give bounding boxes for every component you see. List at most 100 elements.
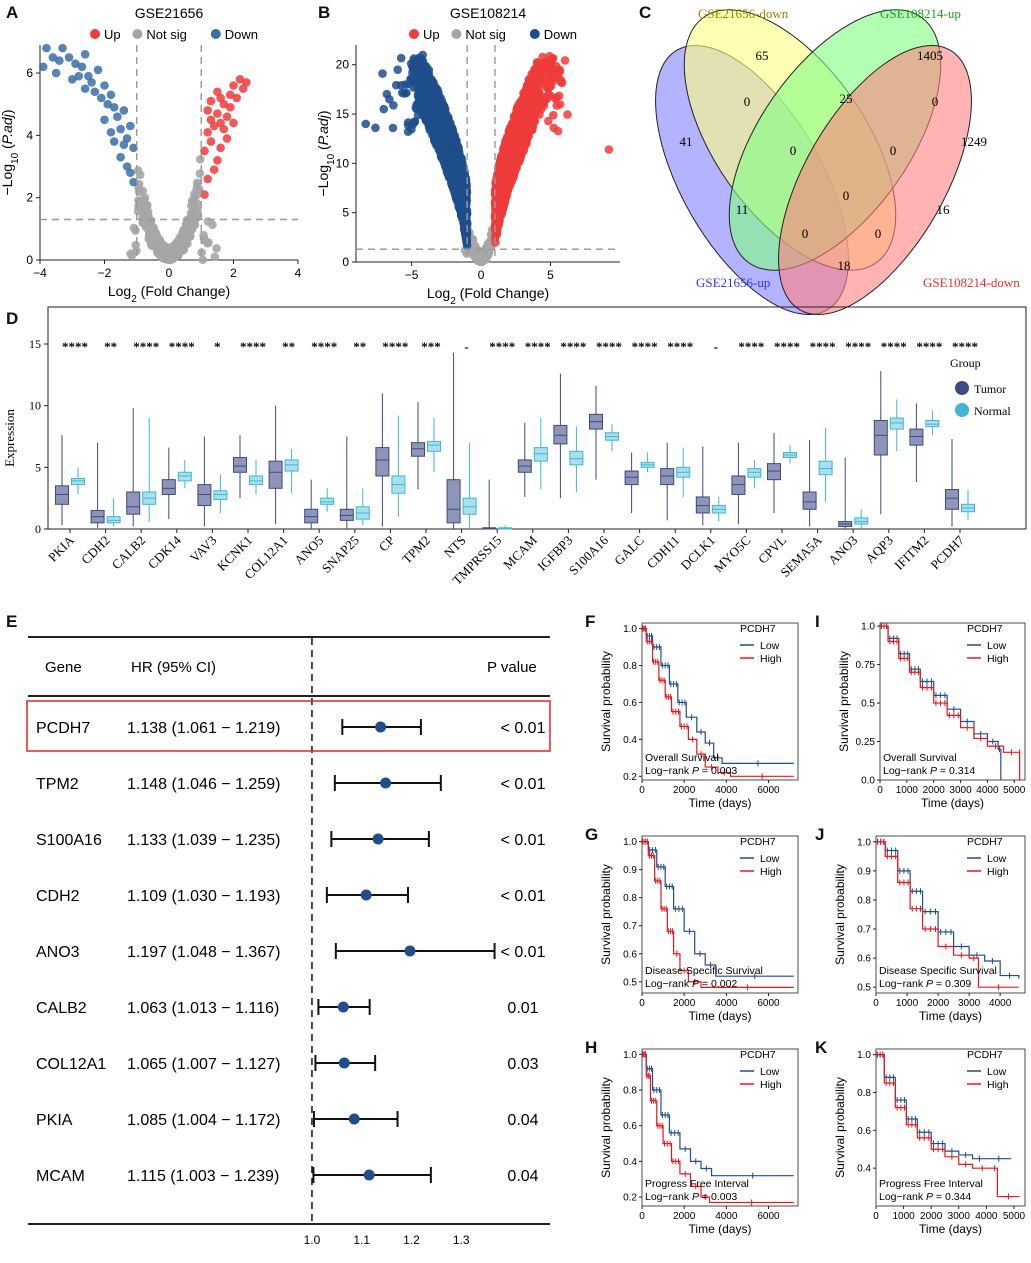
point-not-sig [126,249,135,259]
y-tick-label: 0.7 [623,921,637,932]
point-up [213,87,222,97]
annotation-logrank: Log−rank P = 0.003 [645,765,737,777]
box-normal [818,460,833,476]
point-not-sig [179,233,189,242]
point-down [421,116,431,126]
point-not-sig [203,217,213,226]
x-tick-label: 0 [478,268,485,282]
x-tick-label: −2 [98,266,112,280]
point-down [417,95,427,104]
x-tick-label: 5000 [1003,1211,1026,1222]
point-up [206,137,216,146]
y-axis-label: Survival probability [599,864,613,965]
point-up [554,91,564,101]
km-curve-high [642,1053,794,1204]
venn-count-down21656-down108214: 16 [937,202,951,217]
point-down [67,74,77,84]
annotation-logrank: Log−rank P = 0.314 [883,765,975,777]
significance-label: **** [667,339,693,354]
venn-label-gse21656-up: GSE21656-up [696,275,770,290]
y-tick-label: 0.8 [857,1088,871,1099]
hr-text: 1.085 (1.004 − 1.172) [127,1112,280,1129]
point-down [378,69,387,78]
hr-point [404,945,416,957]
venn-count-c3: 0 [843,188,850,203]
venn-count-up21656-up108214: 11 [736,202,749,217]
box-tumor [446,479,461,524]
box-tumor [375,447,390,477]
hr-point [380,777,392,789]
x-tick-label: 4000 [715,785,738,796]
point-down [48,53,58,62]
point-up [519,146,528,156]
venn-count-only-down21656: 65 [756,48,769,63]
legend-title: Group [950,356,981,370]
x-axis-label: Time (days) [919,1009,982,1023]
box-tumor [802,491,817,510]
significance-label: **** [810,339,836,354]
x-tick-label-mcam: MCAM [500,532,540,572]
y-tick-label: 0.8 [857,895,871,906]
venn-label-gse108214-down: GSE108214-down [923,275,1020,290]
x-tick-label: 1.1 [353,1233,370,1247]
box-normal [569,450,584,466]
expression-boxplot: 051015Expression****PKIA**CDH2****CALB2*… [2,306,1027,588]
x-tick-label: 0 [873,1211,879,1222]
y-tick-label: 0.75 [856,660,876,671]
y-tick-label: 0.6 [857,1126,871,1137]
x-tick-label-ano3: ANO3 [825,533,860,568]
y-tick-label: 0.8 [623,893,637,904]
hr-point [363,1169,375,1181]
point-down [361,119,371,129]
point-up [563,110,572,119]
point-down [38,62,48,72]
x-axis-label: Log2 (Fold Change) [427,285,549,307]
y-tick-label: 0.8 [623,661,637,672]
x-tick-label: 2000 [923,785,946,796]
km-curve-high [642,627,794,777]
point-down [77,62,87,72]
x-tick-label-tpm2: TPM2 [399,533,433,567]
point-up [229,81,238,90]
x-tick-label: 1000 [892,1211,915,1222]
plot-frame [641,835,799,994]
point-up [522,135,532,145]
gene-label-ano3: ANO3 [36,944,80,961]
x-tick-label: 2000 [920,1211,943,1222]
p-value: 0.01 [507,1000,538,1017]
legend-label-low: Low [987,853,1007,865]
x-tick-label-cdh11: CDH11 [643,533,682,572]
legend-label-low: Low [760,853,780,865]
x-tick-label: 1.2 [403,1233,420,1247]
point-not-sig [152,242,161,252]
y-tick-label: 5 [35,460,41,474]
point-down [414,87,423,97]
box-normal [284,459,299,472]
y-tick-label: 0.4 [623,735,637,746]
significance-label: **** [916,339,942,354]
point-up [499,144,508,154]
point-up [524,83,533,93]
box-normal [71,477,85,486]
significance-label: ** [282,339,295,354]
x-tick-label: 3000 [948,1211,971,1222]
y-axis-label: −Log10 (P.adj) [315,110,337,196]
p-value: < 0.01 [501,776,546,793]
point-up [206,115,216,125]
point-not-sig [142,202,152,211]
x-tick-label: −5 [405,268,419,282]
x-tick-label-snap25: SNAP25 [319,533,362,576]
significance-label: **** [774,339,800,354]
point-down [42,43,51,53]
legend-title: PCDH7 [967,836,1003,848]
box-tumor [161,479,176,495]
annotation-endpoint: Disease Specific Survival [879,965,997,977]
km-plot-g: 0.5 0.6 0.7 0.8 0.9 1.0 0 2000 4000 6000 Time (day… [599,835,799,1023]
y-tick-label: 0.6 [623,698,637,709]
plot-frame [875,835,1026,994]
significance-label: **** [525,339,551,354]
point-down [371,123,380,133]
point-down [448,179,457,189]
point-down [400,89,409,98]
hr-point [372,833,384,845]
